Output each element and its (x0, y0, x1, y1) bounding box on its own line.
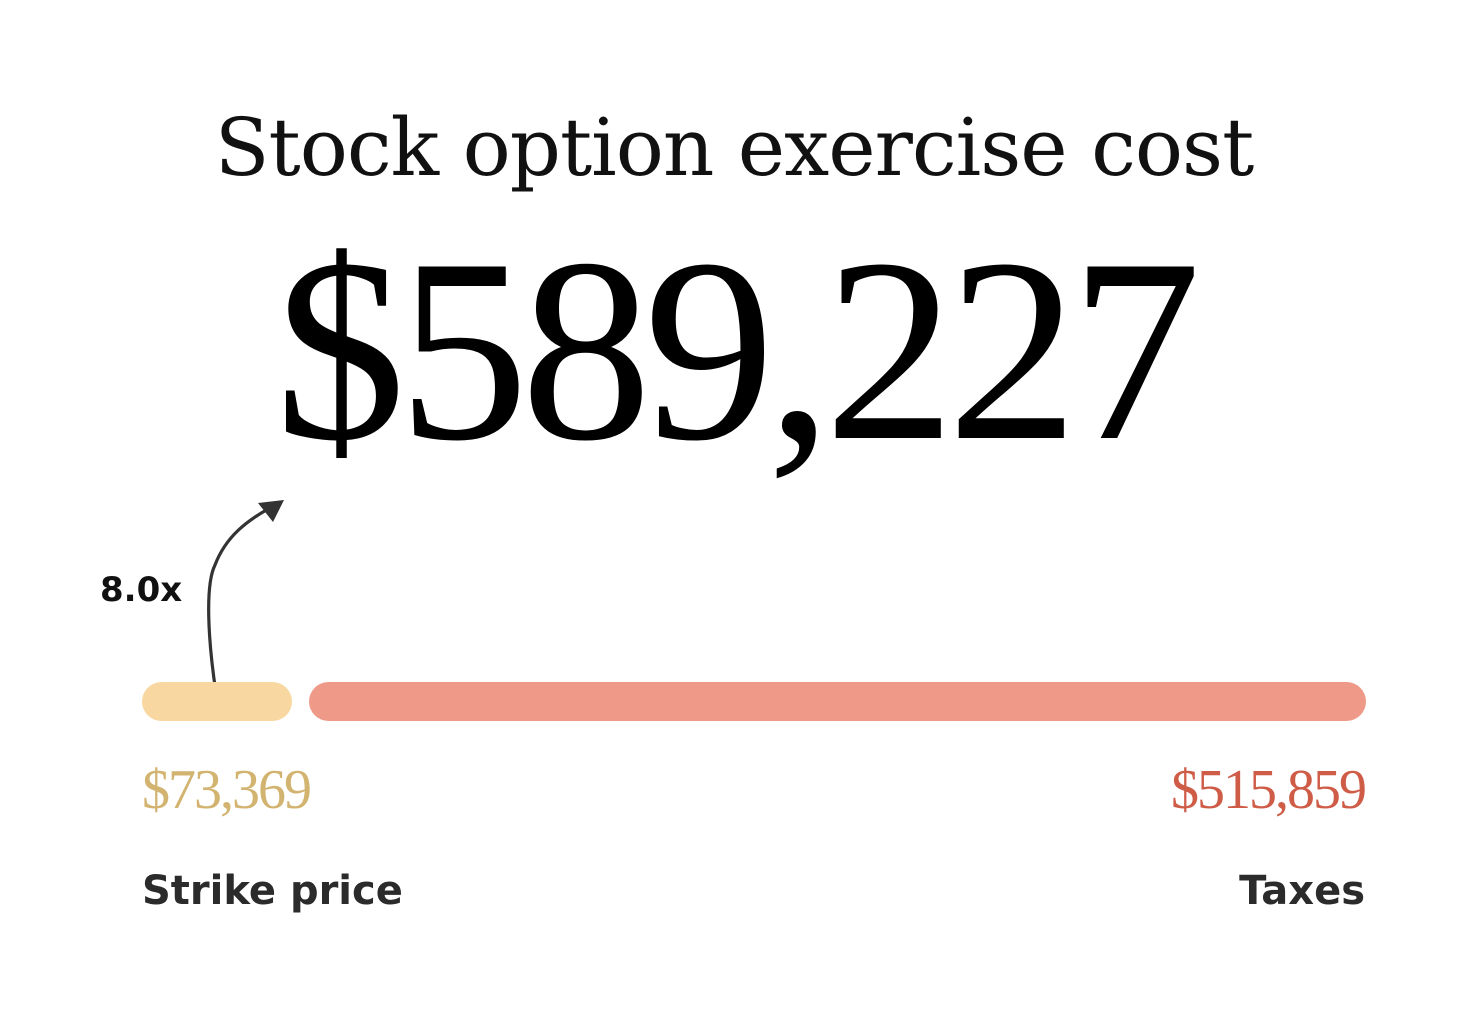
strike-price-bar (142, 682, 292, 721)
total-cost: $589,227 (274, 205, 1202, 495)
strike-price-label: Strike price (142, 868, 403, 914)
taxes-value: $515,859 (1171, 759, 1367, 821)
taxes-label: Taxes (1239, 868, 1365, 914)
multiplier-label: 8.0x (100, 570, 183, 610)
chart-title: Stock option exercise cost (214, 101, 1255, 194)
strike-price-value: $73,369 (142, 759, 312, 821)
taxes-bar (309, 682, 1366, 721)
